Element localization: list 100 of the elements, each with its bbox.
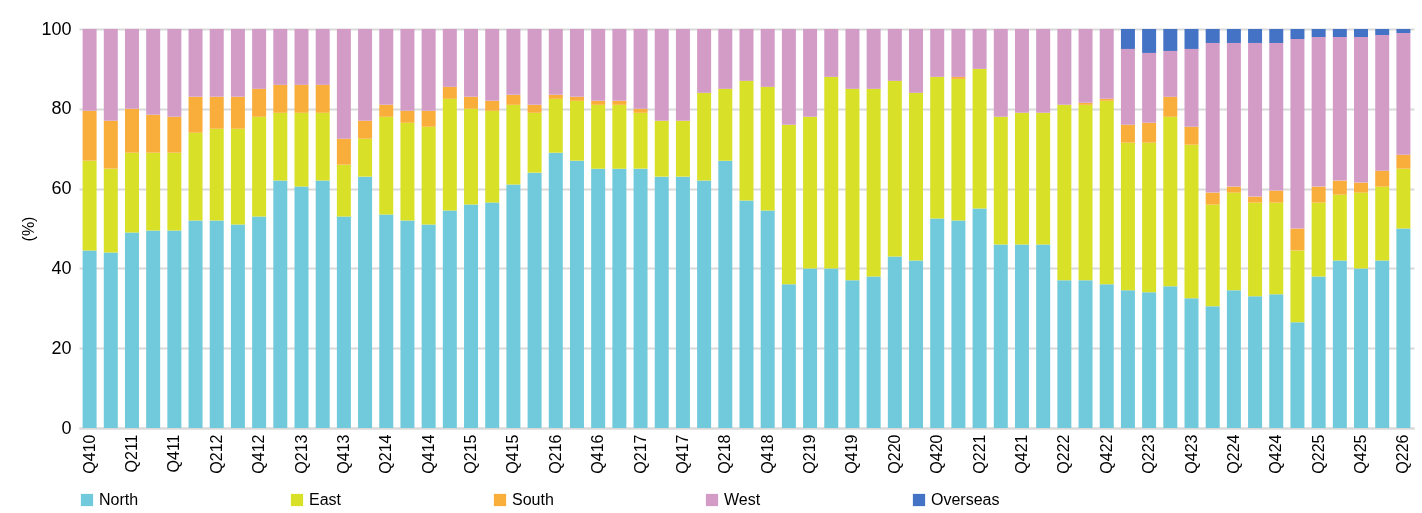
- bar: [1226, 290, 1241, 428]
- bar: [866, 88, 881, 277]
- bar: [400, 122, 415, 221]
- bar: [167, 230, 182, 428]
- bar: [1226, 192, 1241, 291]
- bar: [548, 98, 563, 153]
- bar: [146, 152, 161, 231]
- bar: [315, 84, 330, 113]
- x-tick-label: Q217: [631, 434, 649, 474]
- x-tick-label: Q418: [758, 434, 776, 474]
- bar: [485, 202, 500, 428]
- x-tick-label: Q419: [843, 434, 861, 474]
- bar: [379, 104, 394, 117]
- bar: [1311, 29, 1326, 37]
- bar: [1396, 154, 1411, 169]
- bar: [1057, 104, 1072, 281]
- bar: [336, 29, 351, 139]
- legend-label: North: [99, 491, 139, 508]
- bar: [1375, 29, 1390, 35]
- bar: [1269, 202, 1284, 295]
- bar: [760, 86, 775, 211]
- bar: [781, 124, 796, 285]
- x-tick-label: Q219: [801, 434, 819, 474]
- bar: [294, 29, 309, 85]
- bar: [1290, 29, 1305, 39]
- bar: [1014, 112, 1029, 245]
- bar: [315, 112, 330, 181]
- bar: [930, 29, 945, 77]
- bar: [379, 116, 394, 215]
- x-tick-label: Q215: [462, 434, 480, 474]
- bar: [1269, 190, 1284, 203]
- bar: [591, 29, 606, 101]
- bar: [1248, 196, 1263, 203]
- x-tick-label: Q213: [292, 434, 310, 474]
- bar: [1375, 170, 1390, 187]
- bar: [654, 29, 669, 121]
- bar: [1163, 29, 1178, 51]
- bar: [824, 76, 839, 269]
- x-tick-label: Q415: [504, 434, 522, 474]
- bar: [1163, 286, 1178, 428]
- bar: [527, 112, 542, 173]
- bar: [167, 152, 182, 231]
- legend-label: East: [309, 491, 342, 508]
- y-tick-label: 80: [51, 98, 72, 119]
- bar: [803, 268, 818, 428]
- bar: [1290, 38, 1305, 229]
- bar: [781, 284, 796, 428]
- x-tick-label: Q211: [122, 434, 140, 473]
- bar: [612, 168, 627, 428]
- bar: [1184, 29, 1199, 49]
- bar: [146, 29, 161, 115]
- bar: [1099, 100, 1114, 285]
- bar: [464, 29, 479, 97]
- x-tick-label: Q224: [1224, 434, 1242, 474]
- bar: [1120, 48, 1135, 125]
- bar: [124, 232, 139, 428]
- bar: [1120, 290, 1135, 428]
- bar: [273, 84, 288, 113]
- x-tick-label: Q423: [1182, 434, 1200, 474]
- bar: [400, 29, 415, 111]
- bar: [1205, 29, 1220, 43]
- bar: [930, 76, 945, 219]
- bar: [718, 29, 733, 89]
- bar: [951, 220, 966, 428]
- bar: [569, 96, 584, 101]
- bar: [273, 180, 288, 428]
- bar: [1142, 29, 1157, 53]
- bar: [188, 29, 203, 97]
- bar: [1311, 202, 1326, 277]
- bar: [739, 29, 754, 81]
- x-tick-label: Q222: [1055, 434, 1073, 474]
- bar: [887, 29, 902, 81]
- bar: [1120, 29, 1135, 49]
- x-tick-label: Q421: [1012, 434, 1030, 474]
- bar: [1354, 182, 1369, 193]
- bar: [1099, 29, 1114, 99]
- bar: [591, 104, 606, 169]
- bar: [230, 29, 245, 97]
- bar: [1226, 186, 1241, 193]
- bar: [1290, 322, 1305, 428]
- bar: [336, 138, 351, 165]
- bar: [675, 176, 690, 428]
- bar: [739, 80, 754, 201]
- bar: [1248, 296, 1263, 428]
- bar: [146, 230, 161, 428]
- bar: [1375, 260, 1390, 428]
- bar: [675, 120, 690, 177]
- x-tick-label: Q212: [207, 434, 225, 474]
- bar: [442, 29, 457, 87]
- bar: [464, 108, 479, 205]
- bar: [294, 112, 309, 187]
- bar: [951, 76, 966, 79]
- legend-label: South: [512, 491, 554, 508]
- bar: [633, 168, 648, 428]
- bar: [230, 128, 245, 225]
- bar: [294, 84, 309, 113]
- bar: [824, 29, 839, 77]
- bar: [1248, 202, 1263, 297]
- bar: [1142, 52, 1157, 123]
- bar: [464, 204, 479, 428]
